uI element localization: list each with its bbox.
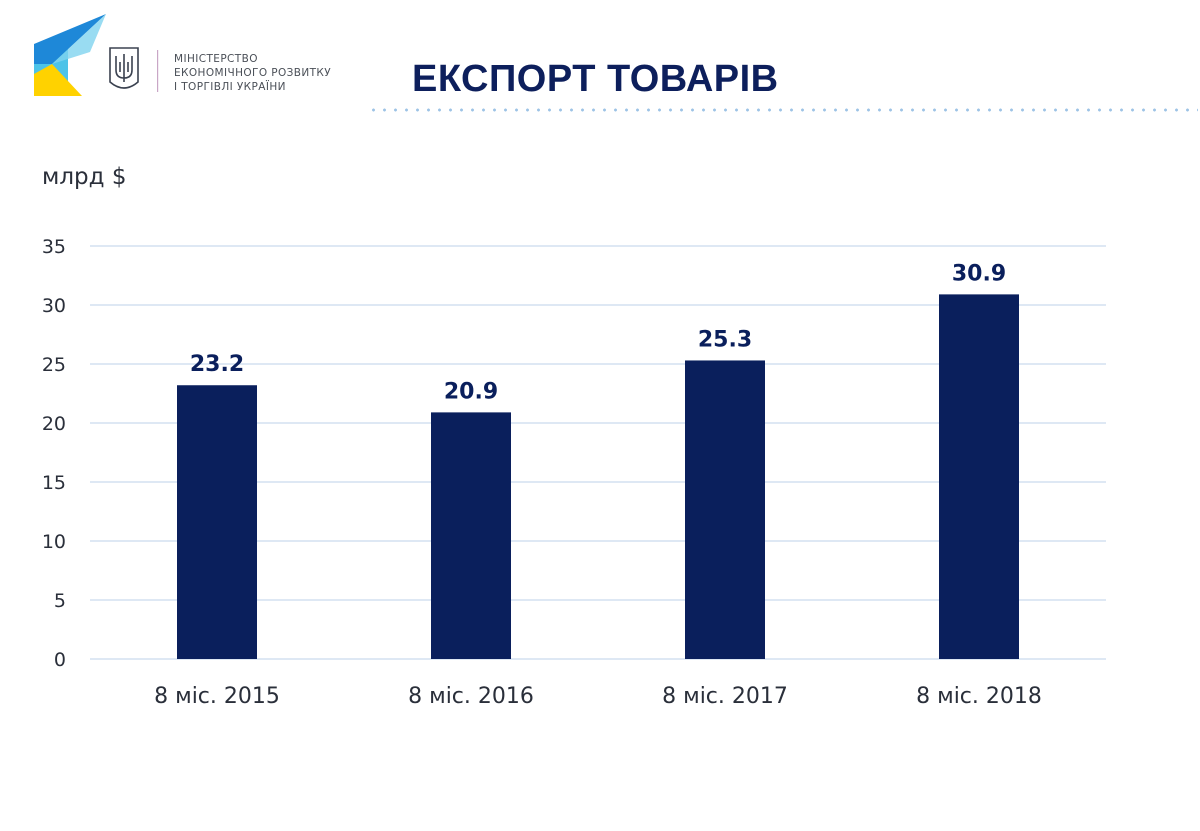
data-label: 25.3 [698, 327, 752, 352]
y-tick-label: 25 [42, 354, 66, 376]
y-tick-label: 5 [54, 590, 66, 612]
ministry-name-line-3: І ТОРГІВЛІ УКРАЇНИ [174, 81, 286, 93]
logo-emblem-icon [34, 14, 159, 96]
gridlines [90, 245, 1106, 660]
ministry-name-line-2: ЕКОНОМІЧНОГО РОЗВИТКУ [174, 67, 332, 79]
page-title: ЕКСПОРТ ТОВАРІВ [412, 58, 779, 100]
y-axis-ticks: 0 5 10 15 20 25 30 35 [42, 236, 66, 671]
y-tick-label: 35 [42, 236, 66, 258]
title-divider [368, 108, 1198, 112]
bar [939, 294, 1019, 659]
data-label: 23.2 [190, 352, 244, 377]
x-axis-ticks: 8 міс. 2015 8 міс. 2016 8 міс. 2017 8 міс. … [154, 684, 1042, 709]
trident-coat-of-arms-icon [109, 47, 139, 89]
x-tick-label: 8 міс. 2017 [662, 684, 788, 709]
y-tick-label: 10 [42, 531, 66, 553]
ministry-name: МІНІСТЕРСТВО ЕКОНОМІЧНОГО РОЗВИТКУ І ТОР… [174, 52, 331, 94]
y-tick-label: 30 [42, 295, 66, 317]
data-label: 30.9 [952, 261, 1006, 286]
ministry-name-line-1: МІНІСТЕРСТВО [174, 53, 258, 65]
y-tick-label: 15 [42, 472, 66, 494]
bars [177, 294, 1019, 659]
bar [431, 412, 511, 659]
y-tick-label: 0 [54, 649, 66, 671]
bar [177, 385, 257, 659]
data-label: 20.9 [444, 379, 498, 404]
data-labels: 23.2 20.9 25.3 30.9 [190, 261, 1006, 404]
y-tick-label: 20 [42, 413, 66, 435]
x-tick-label: 8 міс. 2015 [154, 684, 280, 709]
y-axis-unit-label: млрд $ [42, 164, 127, 190]
x-tick-label: 8 міс. 2018 [916, 684, 1042, 709]
x-tick-label: 8 міс. 2016 [408, 684, 534, 709]
bar [685, 360, 765, 659]
